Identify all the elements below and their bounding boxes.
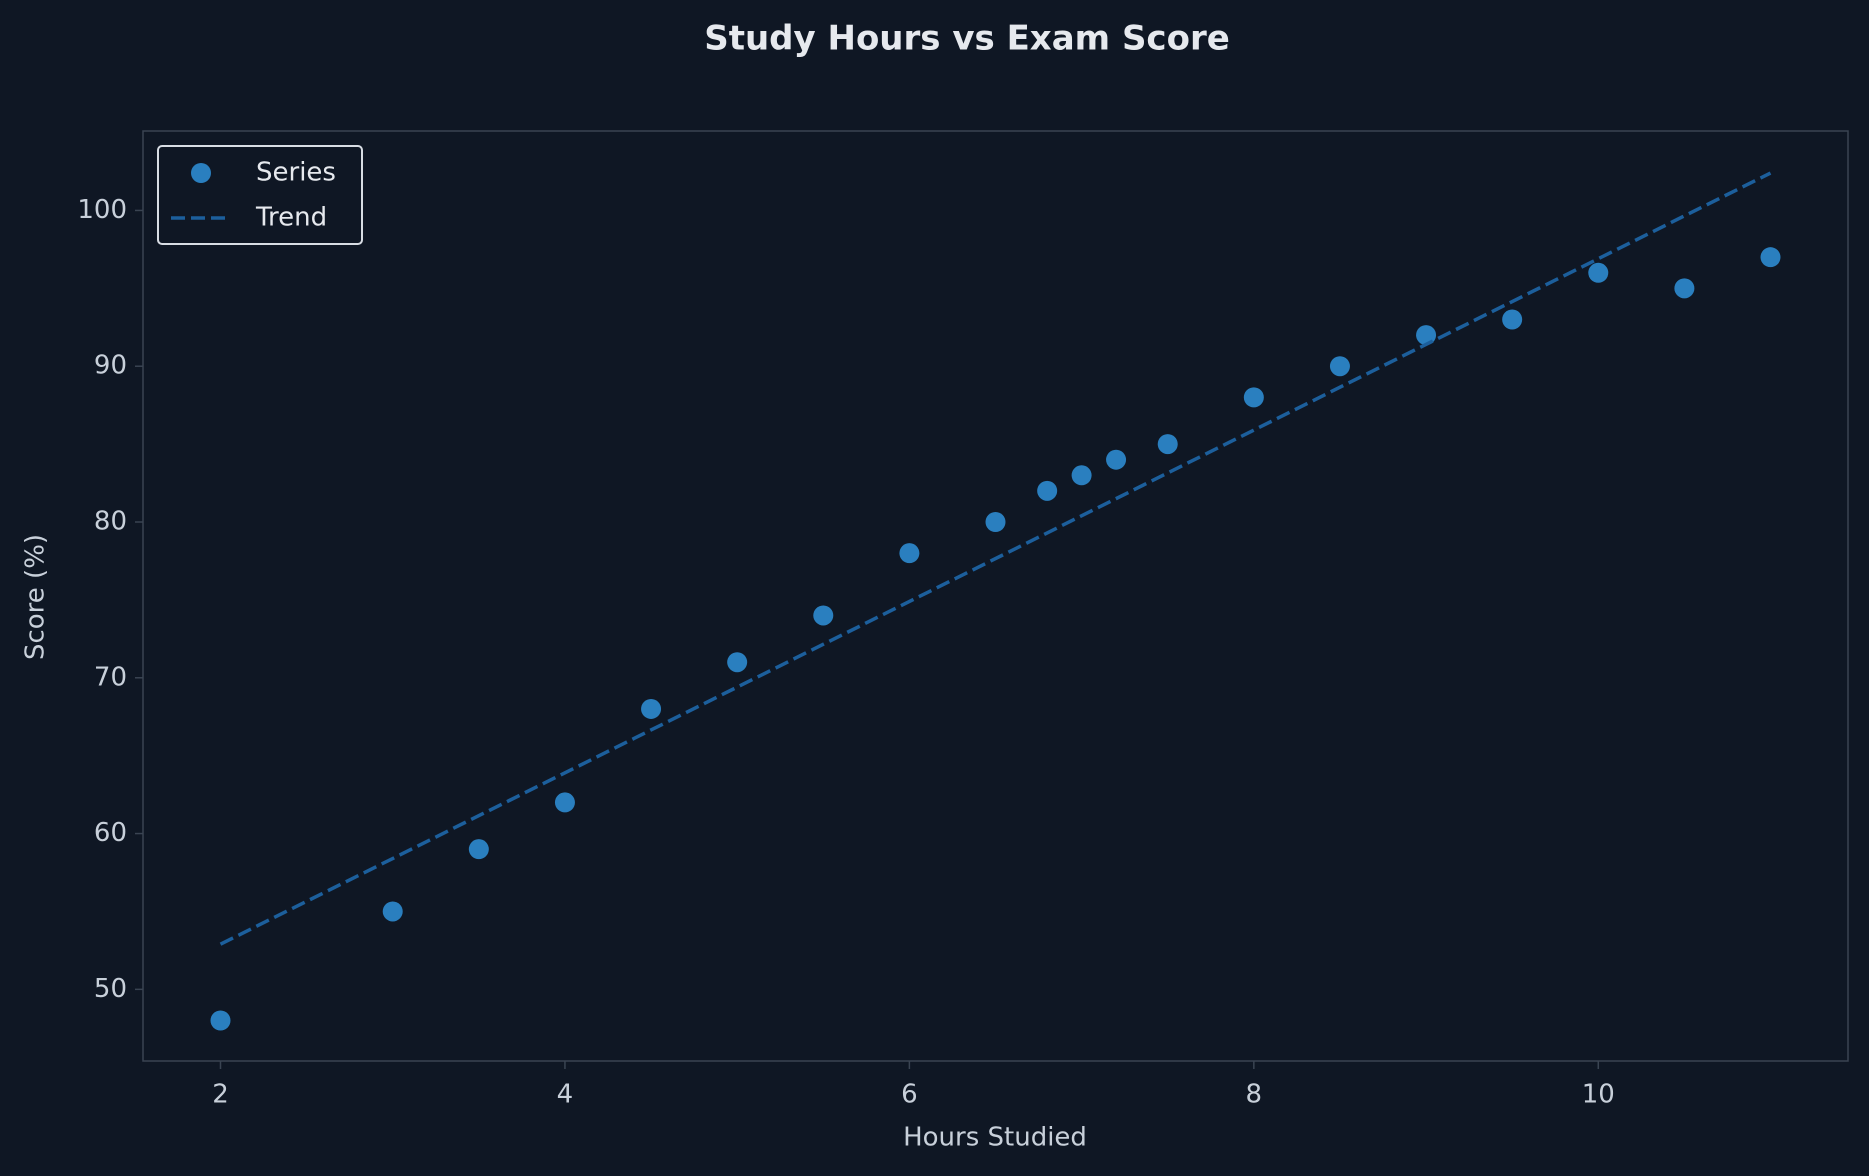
- scatter-point: [1243, 387, 1264, 408]
- scatter-point: [1106, 449, 1127, 470]
- scatter-point: [1329, 356, 1350, 377]
- legend-label: Series: [256, 158, 336, 188]
- scatter-point: [1588, 262, 1609, 283]
- scatter-point: [1502, 309, 1523, 330]
- scatter-point: [468, 839, 489, 860]
- scatter-point: [1674, 278, 1695, 299]
- y-tick-label: 50: [94, 974, 127, 1004]
- y-tick-label: 90: [94, 351, 127, 381]
- x-tick-label: 4: [557, 1080, 574, 1110]
- x-axis-label: Hours Studied: [903, 1123, 1087, 1153]
- y-axis-label: Score (%): [21, 534, 51, 660]
- trend-line: [219, 171, 1772, 946]
- x-tick-label: 10: [1582, 1080, 1615, 1110]
- scatter-point: [210, 1010, 231, 1031]
- scatter-point: [899, 543, 920, 564]
- x-tick-label: 2: [212, 1080, 229, 1110]
- y-tick-label: 100: [77, 195, 127, 225]
- plot-frame: [142, 130, 1849, 1062]
- scatter-point: [727, 652, 748, 673]
- scatter-point: [1157, 434, 1178, 455]
- scatter-point: [1071, 465, 1092, 486]
- scatter-point: [985, 512, 1006, 533]
- scatter-point: [813, 605, 834, 626]
- chart-title: Study Hours vs Exam Score: [704, 19, 1230, 59]
- legend-marker: [191, 163, 211, 183]
- scatter-point: [1760, 247, 1781, 268]
- y-tick-label: 80: [94, 507, 127, 537]
- scatter-point: [382, 901, 403, 922]
- y-tick-label: 60: [94, 818, 127, 848]
- x-tick-label: 6: [901, 1080, 918, 1110]
- scatter-point: [641, 698, 662, 719]
- x-tick-label: 8: [1246, 1080, 1263, 1110]
- scatter-point: [554, 792, 575, 813]
- scatter-point: [1037, 480, 1058, 501]
- legend-label: Trend: [255, 203, 327, 233]
- y-tick-label: 70: [94, 662, 127, 692]
